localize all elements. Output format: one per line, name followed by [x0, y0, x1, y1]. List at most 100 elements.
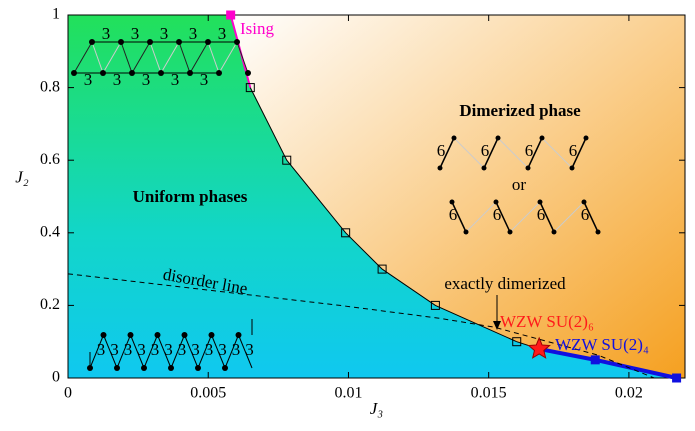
bond-label: 6	[581, 205, 590, 224]
site	[234, 39, 240, 45]
site	[147, 39, 153, 45]
y-axis-label: J₂	[15, 167, 29, 186]
bond-label: 6	[481, 141, 490, 160]
annotation: exactly dimerized	[444, 274, 566, 293]
annotation: WZW SU(2)₆	[500, 312, 594, 331]
site	[216, 70, 222, 76]
bond	[184, 334, 199, 369]
plot-frame	[67, 14, 686, 379]
annotation: Dimerized phase	[459, 101, 581, 120]
bond	[120, 41, 133, 74]
square-marker	[341, 228, 351, 238]
bond	[143, 334, 158, 369]
bond	[178, 41, 191, 74]
dimer	[527, 137, 543, 169]
bond	[91, 41, 104, 74]
bond-label: 3	[191, 340, 200, 359]
bond-label: 3	[178, 340, 187, 359]
disorder-line	[67, 273, 655, 379]
site	[583, 135, 589, 141]
bond-label: 3	[205, 340, 214, 359]
bond	[149, 41, 162, 74]
bond-label: 3	[102, 24, 111, 43]
square-marker	[245, 83, 255, 93]
x-tick-label: 0.01	[334, 385, 362, 402]
square-marker	[512, 337, 522, 347]
bond	[170, 334, 185, 369]
site	[181, 332, 188, 338]
bond	[218, 41, 238, 74]
bond-label: 3	[124, 340, 133, 359]
site	[129, 70, 135, 76]
y-tick-label: 0	[52, 369, 60, 386]
bond-label: 3	[110, 340, 119, 359]
bond-label: 6	[537, 205, 546, 224]
site	[114, 365, 120, 371]
bond	[116, 334, 131, 369]
annotation: Uniform phases	[133, 187, 248, 206]
bond-label: 3	[245, 340, 254, 359]
bond	[207, 41, 220, 74]
bond	[236, 41, 249, 74]
dimer	[439, 137, 455, 169]
dimer	[571, 137, 587, 169]
site	[187, 70, 193, 76]
bond	[157, 334, 172, 369]
dimer	[451, 201, 467, 233]
site	[595, 229, 601, 235]
weak-bond	[541, 137, 573, 169]
site	[581, 199, 587, 205]
bond-label: 6	[525, 141, 534, 160]
weak-bond	[497, 137, 529, 169]
site	[208, 332, 215, 338]
y-tick-label: 0.2	[40, 296, 60, 313]
site	[71, 70, 77, 76]
bond-label: 3	[189, 24, 198, 43]
weak-bond	[509, 201, 541, 233]
site	[449, 199, 455, 205]
bond	[89, 334, 104, 369]
site	[89, 39, 95, 45]
x-axis-label: J₃	[370, 399, 384, 418]
site	[495, 135, 501, 141]
bond-label: 3	[232, 340, 241, 359]
dimer	[583, 201, 599, 233]
site	[235, 332, 242, 338]
bond-label: 3	[151, 340, 160, 359]
bond	[238, 334, 253, 369]
bond-label: 3	[97, 340, 106, 359]
site	[437, 165, 443, 171]
square-marker	[430, 300, 440, 310]
bond-label: 3	[171, 70, 180, 89]
site	[141, 365, 147, 371]
dimer	[539, 201, 555, 233]
bond-label: 3	[218, 24, 227, 43]
series-line	[594, 357, 678, 380]
y-tick-label: 0.6	[40, 151, 60, 168]
site	[100, 332, 107, 338]
weak-bond	[465, 201, 497, 233]
bond-label: 6	[569, 141, 578, 160]
site	[100, 70, 106, 76]
bond-label: 6	[449, 205, 458, 224]
site	[451, 135, 457, 141]
bond	[197, 334, 212, 369]
x-tick-label: 0	[64, 385, 72, 402]
bond	[130, 334, 145, 369]
bond	[73, 41, 93, 74]
bond-label: 3	[84, 70, 93, 89]
bond-label: 3	[160, 24, 169, 43]
bond-label: 3	[164, 340, 173, 359]
site	[176, 39, 182, 45]
site	[245, 70, 251, 76]
site	[195, 365, 201, 371]
site	[127, 332, 134, 338]
square-marker	[226, 10, 236, 20]
star-marker	[527, 336, 551, 359]
bond	[211, 334, 226, 369]
dimerized-region	[230, 15, 685, 378]
dimer	[483, 137, 499, 169]
weak-bond	[453, 137, 485, 169]
bond	[189, 41, 209, 74]
